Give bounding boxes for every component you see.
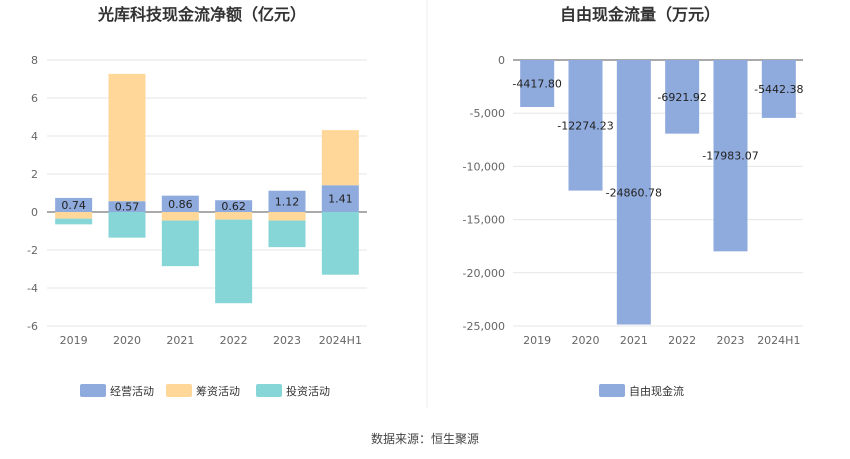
data-label: -4417.80 xyxy=(512,78,561,91)
data-label: 0.57 xyxy=(115,201,140,214)
bar-筹资活动 xyxy=(161,212,199,221)
bar-free-cash-flow xyxy=(713,60,748,252)
x-tick-label: 2024H1 xyxy=(319,334,362,347)
data-label: 1.41 xyxy=(328,193,353,206)
bar-经营活动 xyxy=(215,200,253,212)
x-tick-label: 2023 xyxy=(717,334,745,347)
left-chart-title: 光库科技现金流净额（亿元） xyxy=(97,5,306,24)
bar-投资活动 xyxy=(161,220,199,267)
data-label: 1.12 xyxy=(275,195,300,208)
bar-筹资活动 xyxy=(321,130,359,186)
y-tick-label: 6 xyxy=(31,92,38,105)
y-tick-label: -20,000 xyxy=(463,267,505,280)
x-tick-label: 2019 xyxy=(523,334,551,347)
bar-free-cash-flow xyxy=(568,60,603,191)
x-tick-label: 2019 xyxy=(60,334,88,347)
y-tick-label: -6 xyxy=(27,320,38,333)
x-tick-label: 2021 xyxy=(166,334,194,347)
y-tick-label: 8 xyxy=(31,54,38,67)
y-tick-label: -15,000 xyxy=(463,214,505,227)
legend-label[interactable]: 经营活动 xyxy=(110,384,154,398)
x-tick-label: 2024H1 xyxy=(757,334,800,347)
x-tick-label: 2020 xyxy=(572,334,600,347)
data-label: 0.62 xyxy=(221,200,246,213)
left-chart: -6 -4 -2 0 2 4 6 8 2019 0.74 2020 0.57 2021 0.86 2022 0… xyxy=(27,54,367,398)
bar-投资活动 xyxy=(215,219,253,304)
bar-free-cash-flow xyxy=(616,60,651,325)
y-tick-label: -10,000 xyxy=(463,160,505,173)
bar-经营活动 xyxy=(268,190,306,212)
right-chart-title: 自由现金流量（万元） xyxy=(560,5,720,24)
y-tick-label: -2 xyxy=(27,244,38,257)
bar-free-cash-flow xyxy=(665,60,700,134)
legend-swatch[interactable] xyxy=(256,384,282,397)
bar-投资活动 xyxy=(55,218,93,225)
bar-筹资活动 xyxy=(108,73,146,202)
data-label: 0.86 xyxy=(168,198,193,211)
y-tick-label: -25,000 xyxy=(463,320,505,333)
data-label: 0.74 xyxy=(61,199,86,212)
bar-经营活动 xyxy=(161,195,199,212)
bar-投资活动 xyxy=(321,212,359,275)
bar-筹资活动 xyxy=(55,212,93,219)
bar-free-cash-flow xyxy=(520,60,555,108)
bar-筹资活动 xyxy=(268,212,306,221)
data-label: -6921.92 xyxy=(657,91,706,104)
bar-经营活动 xyxy=(55,197,93,212)
legend-label[interactable]: 筹资活动 xyxy=(196,384,240,398)
right-chart: 0 -5,000 -10,000 -15,000 -20,000 -25,000 2019 -… xyxy=(463,54,804,398)
data-label: -5442.38 xyxy=(754,83,803,96)
y-tick-label: 4 xyxy=(31,130,38,143)
x-tick-label: 2020 xyxy=(113,334,141,347)
x-tick-label: 2021 xyxy=(620,334,648,347)
bar-free-cash-flow xyxy=(761,60,796,118)
data-label: -12274.23 xyxy=(557,119,613,132)
legend-swatch[interactable] xyxy=(80,384,106,397)
legend-swatch[interactable] xyxy=(166,384,192,397)
data-source: 数据来源：恒生聚源 xyxy=(371,431,479,446)
y-tick-label: 0 xyxy=(498,54,505,67)
legend-label[interactable]: 自由现金流 xyxy=(629,384,684,398)
legend-label[interactable]: 投资活动 xyxy=(286,384,330,398)
bar-投资活动 xyxy=(268,220,306,248)
bar-经营活动 xyxy=(321,185,359,212)
bar-筹资活动 xyxy=(215,212,253,220)
data-label: -17983.07 xyxy=(702,150,758,163)
legend-swatch[interactable] xyxy=(599,384,625,397)
bar-经营活动 xyxy=(108,201,146,212)
x-tick-label: 2022 xyxy=(220,334,248,347)
data-label: -24860.78 xyxy=(606,186,662,199)
bar-投资活动 xyxy=(108,212,146,238)
y-tick-label: -5,000 xyxy=(470,107,505,120)
y-tick-label: 2 xyxy=(31,168,38,181)
y-tick-label: 0 xyxy=(31,206,38,219)
y-tick-label: -4 xyxy=(27,282,38,295)
x-tick-label: 2023 xyxy=(273,334,301,347)
x-tick-label: 2022 xyxy=(668,334,696,347)
